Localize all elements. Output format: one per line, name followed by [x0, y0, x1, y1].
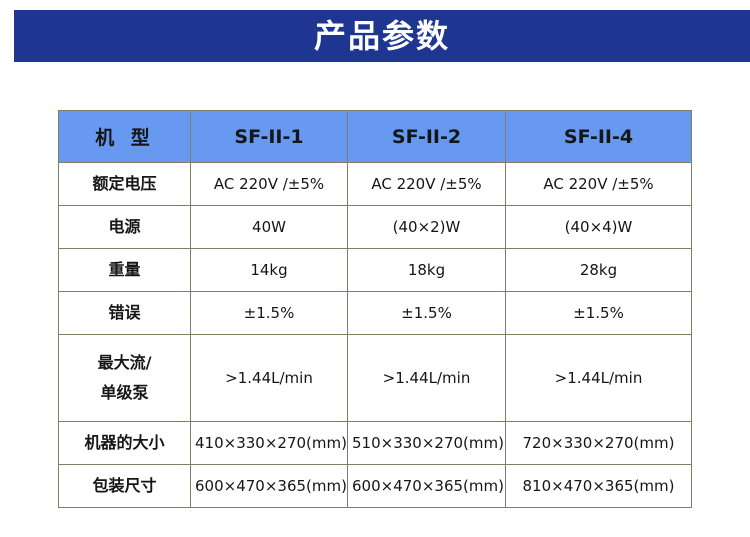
row-value-sf2-4: 810×470×365(mm): [505, 464, 692, 508]
row-value-sf2-4: ±1.5%: [505, 291, 692, 335]
table-row: 包装尺寸 600×470×365(mm) 600×470×365(mm) 810…: [58, 464, 692, 508]
row-value-sf2-4: 28kg: [505, 248, 692, 292]
table-row: 机器的大小 410×330×270(mm) 510×330×270(mm) 72…: [58, 421, 692, 465]
row-value-sf2-1: 14kg: [190, 248, 348, 292]
table-row: 错误 ±1.5% ±1.5% ±1.5%: [58, 291, 692, 335]
row-label: 重量: [58, 248, 191, 292]
row-value-sf2-4: >1.44L/min: [505, 334, 692, 422]
table-row: 最大流/ 单级泵 >1.44L/min >1.44L/min >1.44L/mi…: [58, 334, 692, 422]
table-row: 额定电压 AC 220V /±5% AC 220V /±5% AC 220V /…: [58, 162, 692, 206]
column-header-sf2-4: SF-II-4: [505, 110, 692, 163]
row-label-line-2: 单级泵: [100, 383, 149, 402]
row-value-sf2-4: (40×4)W: [505, 205, 692, 249]
row-label: 电源: [58, 205, 191, 249]
row-value-sf2-1: ±1.5%: [190, 291, 348, 335]
column-header-model: 机 型: [58, 110, 191, 163]
page-title: 产品参数: [313, 17, 450, 55]
table-header: 机 型 SF-II-1 SF-II-2 SF-II-4: [58, 110, 692, 163]
row-value-sf2-1: AC 220V /±5%: [190, 162, 348, 206]
column-header-sf2-1: SF-II-1: [190, 110, 348, 163]
row-label-line-1: 最大流/: [97, 352, 152, 372]
page-banner: 产品参数: [14, 10, 750, 62]
row-label: 错误: [58, 291, 191, 335]
table-body: 额定电压 AC 220V /±5% AC 220V /±5% AC 220V /…: [58, 162, 692, 508]
row-value-sf2-2: 18kg: [347, 248, 506, 292]
row-value-sf2-4: AC 220V /±5%: [505, 162, 692, 206]
row-value-sf2-2: (40×2)W: [347, 205, 506, 249]
table-row: 重量 14kg 18kg 28kg: [58, 248, 692, 292]
row-label: 包装尺寸: [58, 464, 191, 508]
product-spec-table: 机 型 SF-II-1 SF-II-2 SF-II-4 额定电压 AC 220V…: [58, 110, 692, 508]
row-label: 额定电压: [58, 162, 191, 206]
table-row: 电源 40W (40×2)W (40×4)W: [58, 205, 692, 249]
row-label: 机器的大小: [58, 421, 191, 465]
row-value-sf2-2: 600×470×365(mm): [347, 464, 506, 508]
row-label: 最大流/ 单级泵: [58, 334, 191, 422]
row-value-sf2-1: >1.44L/min: [190, 334, 348, 422]
row-value-sf2-4: 720×330×270(mm): [505, 421, 692, 465]
row-value-sf2-2: ±1.5%: [347, 291, 506, 335]
table-header-row: 机 型 SF-II-1 SF-II-2 SF-II-4: [58, 110, 692, 163]
row-value-sf2-2: 510×330×270(mm): [347, 421, 506, 465]
row-value-sf2-2: >1.44L/min: [347, 334, 506, 422]
product-spec-table-container: 机 型 SF-II-1 SF-II-2 SF-II-4 额定电压 AC 220V…: [58, 110, 692, 508]
row-value-sf2-1: 40W: [190, 205, 348, 249]
row-value-sf2-2: AC 220V /±5%: [347, 162, 506, 206]
row-value-sf2-1: 600×470×365(mm): [190, 464, 348, 508]
row-value-sf2-1: 410×330×270(mm): [190, 421, 348, 465]
column-header-sf2-2: SF-II-2: [347, 110, 506, 163]
